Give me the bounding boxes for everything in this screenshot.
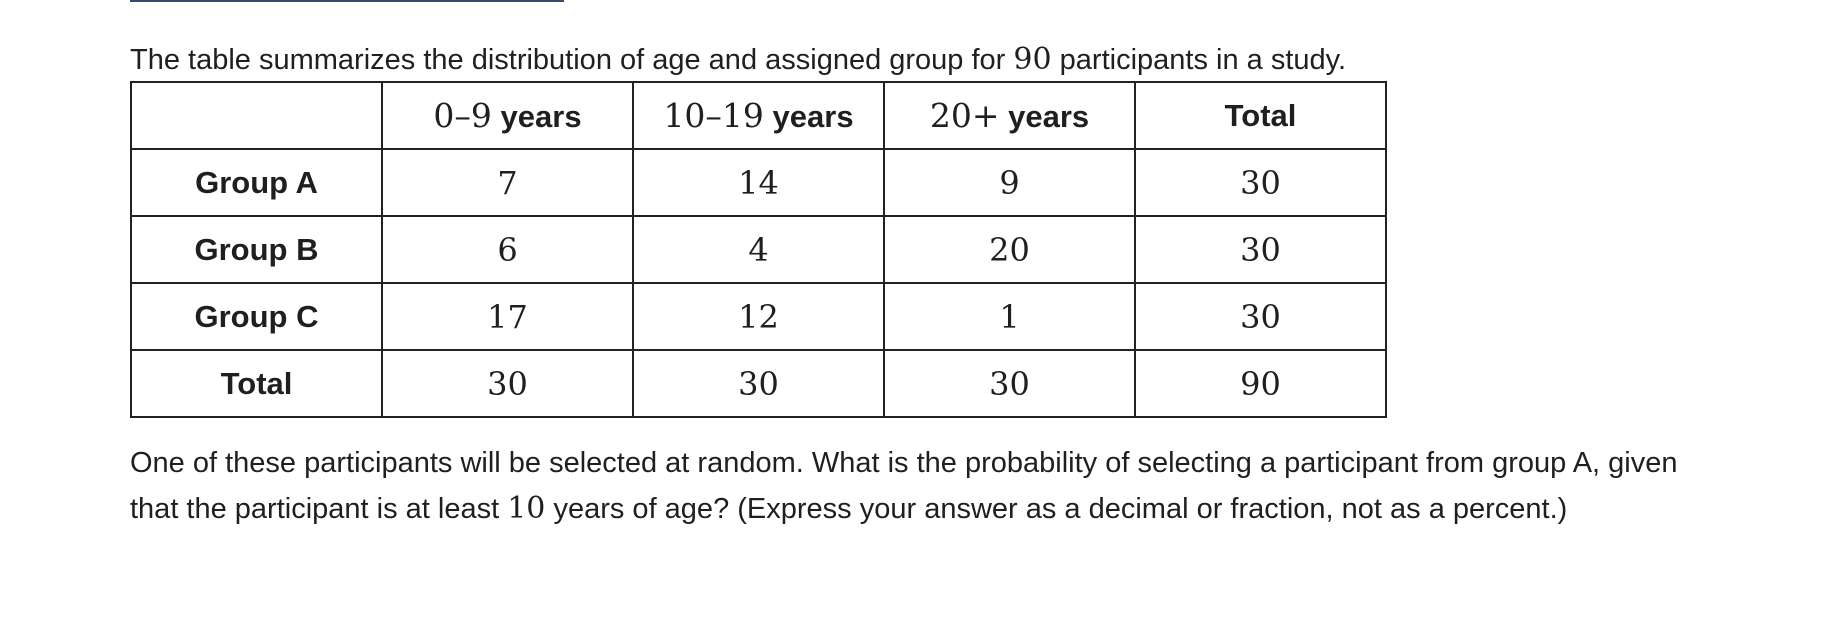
table-cell: 30 xyxy=(381,349,634,418)
header-age-0-9: 0–9 years xyxy=(381,81,634,150)
question-text-before: One of these participants will be select… xyxy=(130,447,1678,525)
header-unit: Total xyxy=(1224,97,1297,133)
table-cell: 30 xyxy=(883,349,1136,418)
distribution-table: 0–9 years 10–19 years 20+ years Total Gr… xyxy=(130,81,1387,418)
header-unit: years xyxy=(763,99,854,134)
table-cell: 30 xyxy=(1134,215,1387,284)
table-cell: 90 xyxy=(1134,349,1387,418)
header-total: Total xyxy=(1134,81,1387,150)
table-row-group-c: Group C 17 12 1 30 xyxy=(130,282,1387,351)
intro-text: The table summarizes the distribution of… xyxy=(130,40,1346,80)
table-cell: 30 xyxy=(632,349,885,418)
table-cell: 20 xyxy=(883,215,1136,284)
header-age-10-19: 10–19 years xyxy=(632,81,885,150)
table-cell: 1 xyxy=(883,282,1136,351)
row-label: Total xyxy=(130,349,383,418)
table-header-row: 0–9 years 10–19 years 20+ years Total xyxy=(130,81,1387,150)
table-cell: 30 xyxy=(1134,148,1387,217)
question-text-after: years of age? (Express your answer as a … xyxy=(545,493,1568,525)
header-unit: years xyxy=(491,99,582,134)
table-cell: 14 xyxy=(632,148,885,217)
table-cell: 30 xyxy=(1134,282,1387,351)
participant-count: 90 xyxy=(1013,42,1052,77)
intro-text-after: participants in a study. xyxy=(1051,44,1347,76)
table-cell: 9 xyxy=(883,148,1136,217)
table-cell: 12 xyxy=(632,282,885,351)
header-blank-cell xyxy=(130,81,383,150)
top-divider xyxy=(130,0,564,2)
question-text: One of these participants will be select… xyxy=(130,441,1730,532)
table-row-group-a: Group A 7 14 9 30 xyxy=(130,148,1387,217)
row-label: Group C xyxy=(130,282,383,351)
table-cell: 4 xyxy=(632,215,885,284)
table-row-total: Total 30 30 30 90 xyxy=(130,349,1387,418)
header-range: 10–19 xyxy=(663,96,764,135)
table-cell: 7 xyxy=(381,148,634,217)
intro-text-before: The table summarizes the distribution of… xyxy=(130,44,1014,76)
question-age-threshold: 10 xyxy=(507,491,546,526)
header-unit: years xyxy=(999,99,1090,134)
table-cell: 6 xyxy=(381,215,634,284)
header-range: 0–9 xyxy=(433,96,492,135)
header-age-20-plus: 20+ years xyxy=(883,81,1136,150)
header-range: 20+ xyxy=(929,96,1000,135)
row-label: Group B xyxy=(130,215,383,284)
table-cell: 17 xyxy=(381,282,634,351)
row-label: Group A xyxy=(130,148,383,217)
table-row-group-b: Group B 6 4 20 30 xyxy=(130,215,1387,284)
